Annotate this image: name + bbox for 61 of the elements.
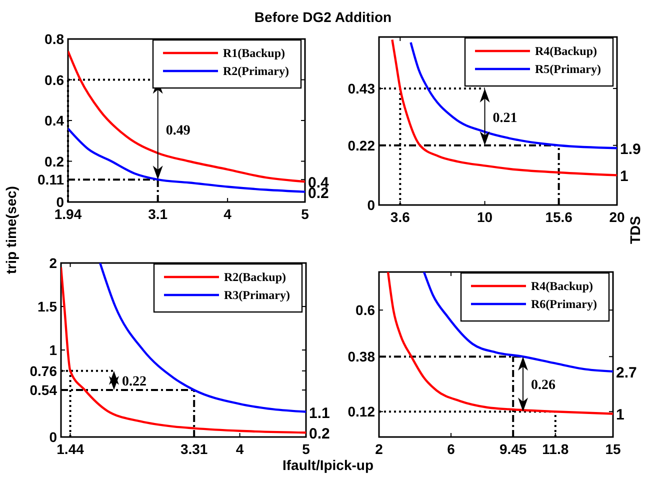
y-axis-title: trip time(sec) [3,186,19,274]
legend-label: R2(Primary) [223,64,289,78]
legend-label: R4(Backup) [531,279,594,293]
y-tick-label: 1.5 [38,298,58,314]
x-axis-title: Ifault/Ipick-up [282,457,374,473]
annotation: 2.7 [616,364,637,382]
x-tick-label: 11.8 [542,441,569,457]
line-series [386,272,613,415]
line-series [98,263,306,413]
annotation: 1.9 [620,141,641,158]
x-tick-label: 5 [302,441,310,457]
y2-axis-title: TDS [627,216,643,244]
y-tick-label: 0.43 [348,80,376,96]
x-tick-label: 5 [301,206,310,222]
y-tick-label: 0.8 [44,31,64,47]
legend-label: R1(Backup) [223,46,286,60]
annotation: 0.21 [492,110,518,126]
y-tick-label: 0 [367,197,376,213]
annotation: 0.22 [122,374,146,390]
annotation: 0.49 [166,124,190,139]
legend-label: R3(Primary) [224,288,290,302]
x-tick-label: 3.1 [148,206,168,222]
chart-title: Before DG2 Addition [254,9,392,25]
x-tick-label: 15.6 [545,209,573,225]
line-series [68,50,305,183]
x-tick-label: 15 [605,441,621,457]
y-tick-label: 0.76 [30,362,58,379]
y-tick-label: 0.38 [348,348,376,365]
y-tick-label: 0 [49,429,58,445]
line-series [422,272,613,373]
annotation: 1 [620,168,628,186]
y-tick-label: 0.6 [44,72,64,88]
x-tick-label: 1.44 [56,441,84,457]
x-tick-label: 4 [236,441,244,457]
y-tick-label: 2 [49,255,58,271]
line-series [61,266,306,434]
y-tick-label: 0.4 [44,112,64,128]
legend-label: R2(Backup) [224,270,286,284]
y-tick-label: 0.6 [356,302,376,318]
x-tick-label: 3.6 [390,209,410,225]
annotation: 1 [616,406,624,424]
y-tick-label: 0.22 [348,137,376,154]
annotation: 0.2 [309,426,330,443]
y-tick-label: 0.2 [44,153,64,170]
y-tick-label: 1 [49,342,58,358]
legend-label: R5(Primary) [535,62,601,76]
legend-label: R4(Backup) [535,44,598,58]
y-tick-label: 0.12 [348,404,376,420]
x-tick-label: 6 [447,441,456,457]
legend-label: R6(Primary) [531,297,597,311]
annotation: 1.1 [309,404,330,422]
annotation: 0.26 [531,378,556,394]
y-tick-label: 0.11 [38,172,64,188]
x-tick-label: 4 [224,206,232,222]
y-tick-label: 0.54 [30,382,58,398]
line-series [410,41,617,150]
line-series [391,38,617,176]
x-tick-label: 20 [609,209,625,225]
x-tick-label: 9.45 [499,441,527,457]
x-tick-label: 10 [476,209,493,225]
x-tick-label: 3.31 [180,441,208,457]
